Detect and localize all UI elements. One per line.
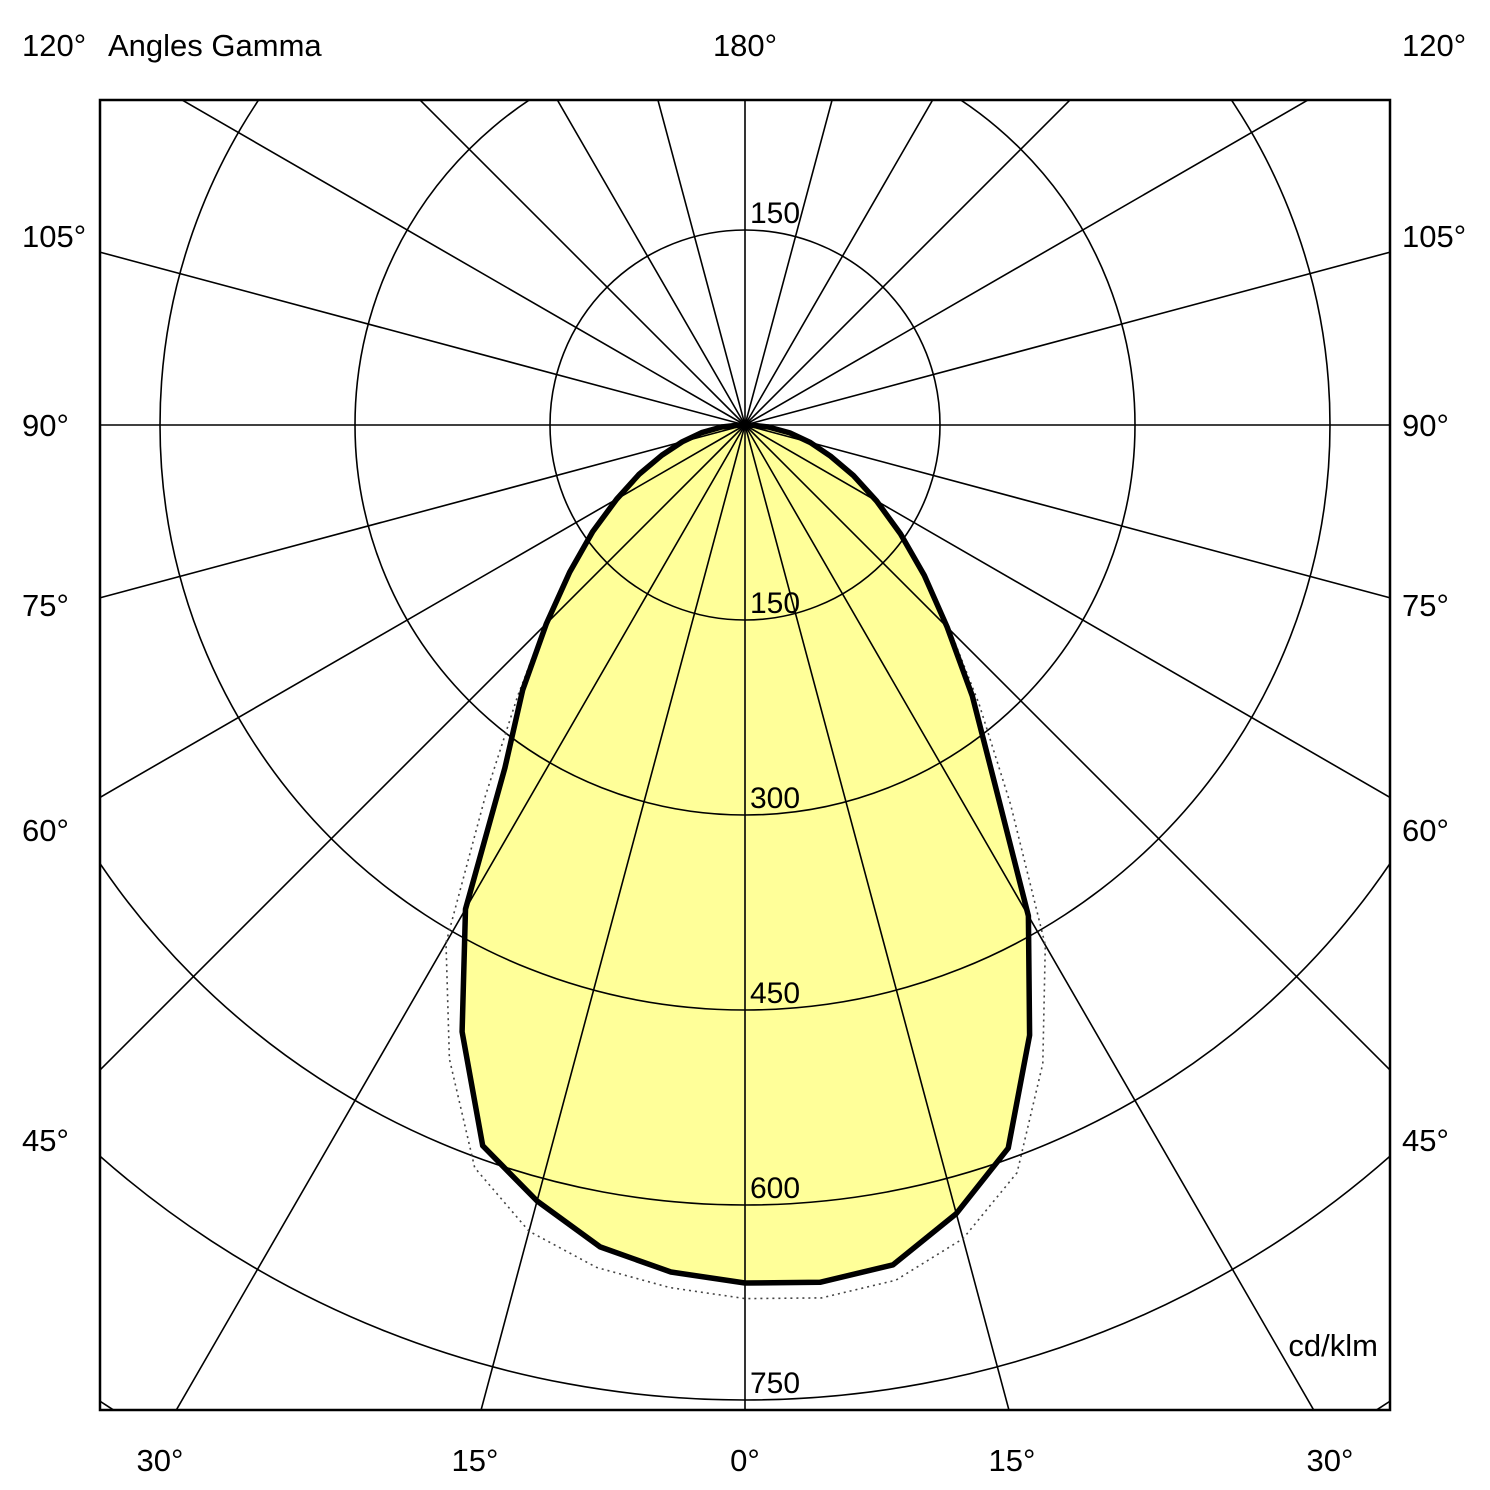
grid-ray: [100, 424, 746, 599]
axis-label-right-90: 90°: [1402, 408, 1449, 443]
ring-value-label: 750: [750, 1367, 800, 1400]
axis-label-left-60: 60°: [22, 813, 69, 848]
grid-ray: [418, 100, 746, 426]
axis-label-bottom-0: 0°: [730, 1443, 760, 1478]
axis-label-right-105: 105°: [1402, 219, 1467, 254]
axis-label-right-75: 75°: [1402, 588, 1449, 623]
grid-ray: [744, 251, 1390, 426]
grid-ray: [100, 424, 746, 799]
grid-ray: [744, 100, 934, 426]
grid-ray: [657, 100, 746, 426]
axis-label-bottom-15R: 15°: [988, 1443, 1036, 1478]
axis-label-left-45: 45°: [22, 1123, 69, 1158]
grid-ray: [100, 424, 746, 1072]
ring-value-label: 450: [750, 977, 800, 1010]
axis-label-bottom-30L: 30°: [136, 1443, 184, 1478]
unit-label: cd/klm: [1288, 1328, 1378, 1363]
axis-label-right-60: 60°: [1402, 813, 1449, 848]
axis-label-right-120: 120°: [1402, 28, 1467, 63]
grid-ray: [744, 424, 1390, 1072]
grid-ray: [180, 100, 746, 426]
chart-title: Angles Gamma: [108, 28, 322, 63]
grid-ray: [744, 424, 1390, 599]
axis-label-left-105: 105°: [22, 219, 87, 254]
grid-ray: [480, 424, 746, 1410]
grid-ray: [556, 100, 746, 426]
grid-ray: [744, 100, 1310, 426]
curve-c0-solid: [459, 422, 1033, 1286]
ring-value-label: 600: [750, 1172, 800, 1205]
ring-value-label: 150: [750, 197, 800, 230]
grid-ray: [744, 100, 1072, 426]
axis-label-bottom-30R: 30°: [1306, 1443, 1354, 1478]
axis-label-bottom-15L: 15°: [451, 1443, 499, 1478]
grid-ray: [744, 100, 833, 426]
grid-ray: [744, 424, 1010, 1410]
grid-ray: [100, 251, 746, 426]
grid-ray: [744, 424, 1390, 799]
ring-value-label: 150: [750, 587, 800, 620]
axis-label-left-90: 90°: [22, 408, 69, 443]
grid-ray: [175, 424, 746, 1410]
plot-border: [98, 98, 1392, 1412]
axis-label-left-75: 75°: [22, 588, 69, 623]
beam-fill: [462, 425, 1030, 1283]
ring-value-label: 300: [750, 782, 800, 815]
axis-label-left-120: 120°: [22, 28, 87, 63]
axis-label-top-180: 180°: [712, 28, 778, 63]
grid-ray: [744, 424, 1315, 1410]
axis-label-right-45: 45°: [1402, 1123, 1449, 1158]
